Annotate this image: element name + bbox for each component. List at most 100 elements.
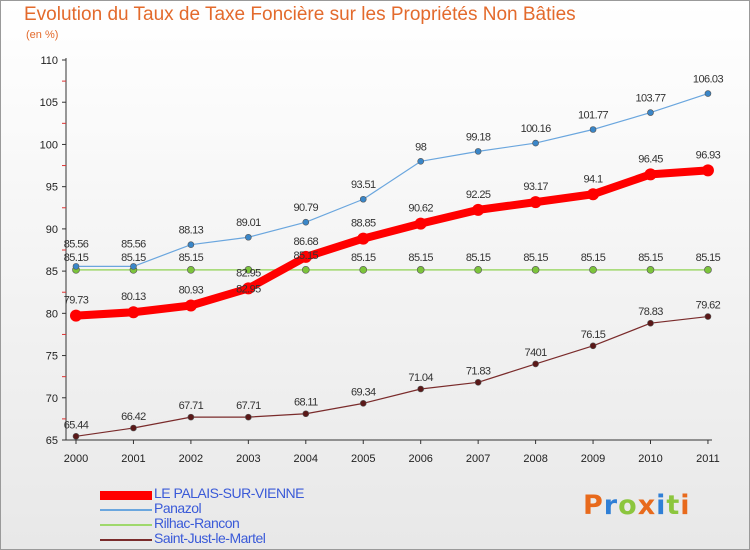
- data-point: [301, 266, 310, 274]
- data-point: [529, 196, 542, 209]
- legend-label: LE PALAIS-SUR-VIENNE: [154, 485, 305, 501]
- y-tick-label: 95: [46, 182, 58, 194]
- data-point: [359, 266, 368, 274]
- data-label: 85.56: [64, 238, 89, 250]
- y-tick-label: 75: [46, 351, 58, 363]
- x-tick-label: 2001: [121, 453, 145, 465]
- data-label: 88.85: [351, 218, 376, 230]
- x-tick-label: 2000: [64, 453, 88, 465]
- x-tick-label: 2004: [294, 453, 318, 465]
- data-label: 78.83: [638, 306, 663, 318]
- data-label: 7401: [525, 347, 548, 359]
- data-point: [531, 266, 540, 274]
- data-point: [187, 266, 195, 274]
- data-point: [244, 266, 253, 274]
- data-point: [704, 313, 712, 320]
- data-point: [359, 195, 367, 203]
- data-label: 93.17: [523, 181, 548, 193]
- x-tick-label: 2009: [581, 453, 605, 465]
- data-label: 85.15: [581, 252, 606, 264]
- y-tick-label: 100: [40, 139, 58, 151]
- x-tick-label: 2007: [466, 453, 490, 465]
- data-point: [644, 168, 657, 181]
- data-label: 96.93: [696, 149, 721, 161]
- chart-subtitle: (en %): [26, 29, 59, 41]
- y-tick-label: 65: [46, 435, 58, 447]
- data-point: [417, 385, 425, 393]
- data-point: [72, 263, 80, 270]
- data-label: 85.15: [121, 252, 146, 264]
- logo-letter: P: [583, 490, 604, 521]
- data-point: [127, 306, 140, 319]
- data-point: [187, 413, 195, 421]
- data-label: 66.42: [121, 411, 146, 423]
- data-point: [187, 241, 195, 248]
- y-tick-label: 80: [46, 308, 58, 320]
- data-point: [245, 233, 252, 241]
- data-point: [184, 299, 197, 312]
- data-point: [417, 158, 425, 165]
- data-point: [70, 309, 82, 322]
- proxiti-logo: Proxiti: [583, 490, 691, 521]
- data-label: 98: [415, 141, 427, 153]
- data-label: 71.83: [466, 365, 491, 377]
- data-label: 80.13: [121, 291, 146, 303]
- data-point: [589, 266, 597, 274]
- data-label: 79.73: [64, 295, 89, 307]
- data-point: [414, 217, 427, 230]
- x-tick-label: 2005: [351, 453, 375, 465]
- data-label: 85.15: [351, 252, 376, 264]
- x-tick-label: 2010: [638, 453, 662, 465]
- data-point: [299, 250, 312, 263]
- logo-letter: x: [637, 490, 657, 521]
- data-label: 85.15: [696, 252, 721, 264]
- data-label: 85.15: [523, 252, 548, 264]
- legend-label: Panazol: [154, 500, 202, 516]
- data-point: [359, 400, 367, 407]
- data-point: [130, 424, 137, 432]
- y-tick-label: 110: [40, 55, 58, 67]
- series-line: [75, 315, 709, 437]
- x-tick-label: 2008: [523, 453, 547, 465]
- legend-swatch: [100, 524, 152, 526]
- legend-label: Saint-Just-le-Martel: [154, 530, 266, 546]
- data-label: 99.18: [466, 131, 491, 143]
- data-point: [589, 342, 597, 350]
- data-point: [647, 319, 654, 327]
- data-point: [704, 266, 712, 274]
- data-point: [646, 266, 655, 274]
- chart-title: Evolution du Taux de Taxe Foncière sur l…: [24, 4, 576, 25]
- y-tick-label: 70: [46, 393, 58, 405]
- data-label: 85.15: [408, 252, 433, 264]
- y-tick-label: 85: [46, 266, 58, 278]
- data-label: 85.15: [294, 250, 319, 262]
- data-label: 93.51: [351, 179, 376, 191]
- data-point: [472, 203, 485, 216]
- data-point: [245, 413, 252, 421]
- data-label: 80.93: [179, 284, 204, 296]
- data-label: 101.77: [578, 109, 609, 121]
- x-tick-label: 2002: [179, 453, 203, 465]
- data-label: 69.34: [351, 386, 376, 398]
- data-label: 65.44: [64, 419, 89, 431]
- data-label: 94.1: [584, 173, 603, 185]
- data-point: [242, 282, 255, 295]
- data-label: 76.15: [581, 329, 606, 341]
- y-tick-label: 105: [40, 97, 58, 109]
- legend-swatch: [100, 490, 152, 500]
- data-label: 85.15: [64, 252, 89, 264]
- legend-swatch: [100, 509, 152, 511]
- legend-swatch: [100, 539, 152, 541]
- data-point: [589, 126, 597, 133]
- logo-letter: o: [618, 490, 638, 521]
- data-label: 89.01: [236, 217, 261, 229]
- data-point: [130, 263, 137, 270]
- data-label: 67.71: [236, 400, 261, 412]
- data-label: 86.68: [294, 236, 319, 248]
- logo-letter: t: [666, 490, 681, 521]
- data-point: [72, 432, 80, 440]
- data-point: [474, 379, 482, 386]
- data-label: 82.95: [236, 283, 261, 295]
